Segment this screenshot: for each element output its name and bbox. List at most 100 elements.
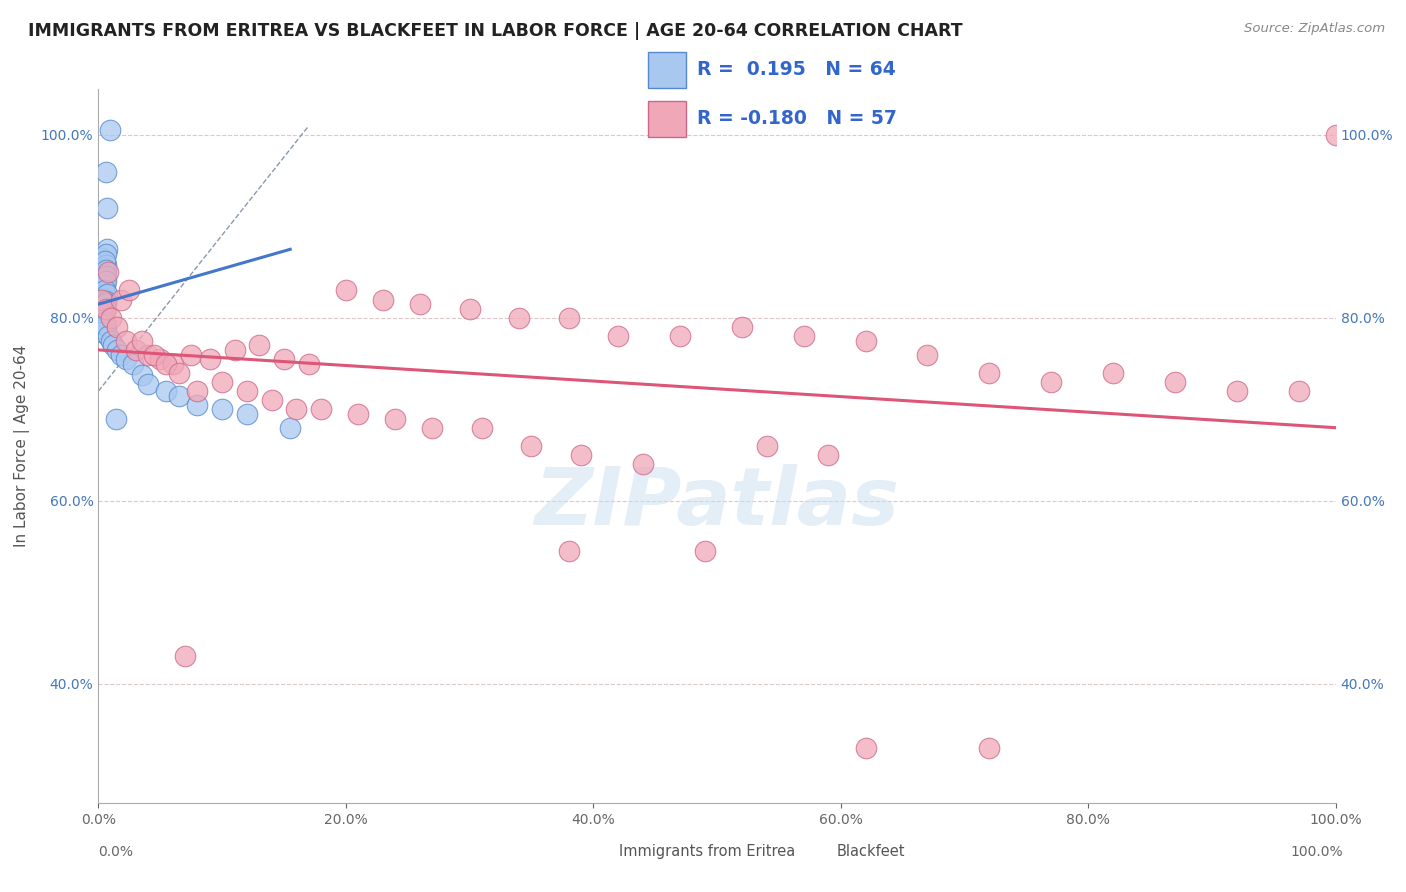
- Point: [471, 420, 494, 434]
- Point: [93, 274, 115, 288]
- Point: [458, 301, 481, 316]
- Point: [96, 242, 118, 256]
- Point: [143, 347, 166, 361]
- Point: [100, 310, 122, 325]
- Point: [114, 352, 136, 367]
- Point: [278, 420, 301, 434]
- Point: [236, 384, 259, 398]
- Point: [285, 402, 308, 417]
- Point: [103, 338, 125, 352]
- Text: 0.0%: 0.0%: [98, 845, 134, 859]
- Point: [669, 329, 692, 343]
- Point: [94, 247, 117, 261]
- Point: [693, 544, 716, 558]
- Point: [110, 347, 132, 361]
- Bar: [648, 101, 686, 137]
- Point: [155, 357, 177, 371]
- Point: [91, 269, 114, 284]
- Point: [186, 398, 208, 412]
- Point: [236, 407, 259, 421]
- Point: [93, 272, 115, 286]
- Point: [409, 297, 432, 311]
- Bar: [648, 52, 686, 87]
- Point: [93, 301, 115, 316]
- Point: [211, 375, 233, 389]
- Point: [384, 411, 406, 425]
- Point: [1040, 375, 1063, 389]
- Point: [260, 393, 283, 408]
- Point: [347, 407, 370, 421]
- Point: [93, 279, 115, 293]
- Point: [124, 343, 146, 357]
- Point: [93, 260, 115, 275]
- Point: [1226, 384, 1249, 398]
- Point: [335, 284, 357, 298]
- Point: [167, 389, 190, 403]
- Point: [94, 320, 117, 334]
- Point: [94, 301, 117, 316]
- Point: [93, 300, 115, 314]
- Point: [96, 287, 118, 301]
- Point: [1102, 366, 1125, 380]
- Point: [93, 318, 115, 333]
- Point: [93, 306, 115, 320]
- Point: [1324, 128, 1347, 142]
- Point: [105, 343, 128, 357]
- Point: [91, 252, 114, 266]
- Point: [114, 334, 136, 348]
- Point: [91, 293, 114, 307]
- Point: [93, 291, 115, 305]
- Text: Source: ZipAtlas.com: Source: ZipAtlas.com: [1244, 22, 1385, 36]
- Point: [118, 284, 141, 298]
- Point: [155, 384, 177, 398]
- Point: [91, 303, 114, 318]
- Point: [93, 310, 115, 325]
- Point: [273, 352, 295, 367]
- Point: [96, 201, 118, 215]
- Point: [755, 439, 778, 453]
- Point: [93, 316, 115, 330]
- Point: [855, 740, 877, 755]
- Point: [607, 329, 630, 343]
- Point: [93, 297, 115, 311]
- Point: [93, 254, 115, 268]
- Point: [508, 310, 530, 325]
- Text: R =  0.195   N = 64: R = 0.195 N = 64: [697, 61, 896, 79]
- Point: [631, 458, 654, 472]
- Point: [93, 282, 115, 296]
- Point: [94, 164, 117, 178]
- Point: [211, 402, 233, 417]
- Point: [174, 649, 197, 664]
- Point: [979, 366, 1001, 380]
- Point: [93, 284, 115, 298]
- Point: [122, 357, 145, 371]
- Point: [1288, 384, 1310, 398]
- Point: [93, 256, 115, 270]
- Text: R = -0.180   N = 57: R = -0.180 N = 57: [697, 110, 897, 128]
- Point: [371, 293, 394, 307]
- Point: [91, 293, 114, 307]
- Point: [793, 329, 815, 343]
- Point: [1164, 375, 1187, 389]
- Point: [93, 267, 115, 281]
- Point: [93, 306, 115, 320]
- Point: [855, 334, 877, 348]
- Point: [557, 310, 579, 325]
- Point: [94, 294, 117, 309]
- Point: [817, 448, 839, 462]
- Point: [97, 265, 120, 279]
- Point: [731, 320, 754, 334]
- Point: [98, 123, 121, 137]
- Point: [298, 357, 321, 371]
- Point: [131, 334, 153, 348]
- Point: [100, 334, 122, 348]
- Point: [979, 740, 1001, 755]
- Point: [93, 303, 115, 318]
- Text: ZIPatlas: ZIPatlas: [534, 464, 900, 542]
- Point: [93, 298, 115, 312]
- Point: [91, 325, 114, 339]
- Point: [91, 285, 114, 300]
- Y-axis label: In Labor Force | Age 20-64: In Labor Force | Age 20-64: [14, 345, 30, 547]
- Point: [97, 329, 120, 343]
- Point: [94, 274, 117, 288]
